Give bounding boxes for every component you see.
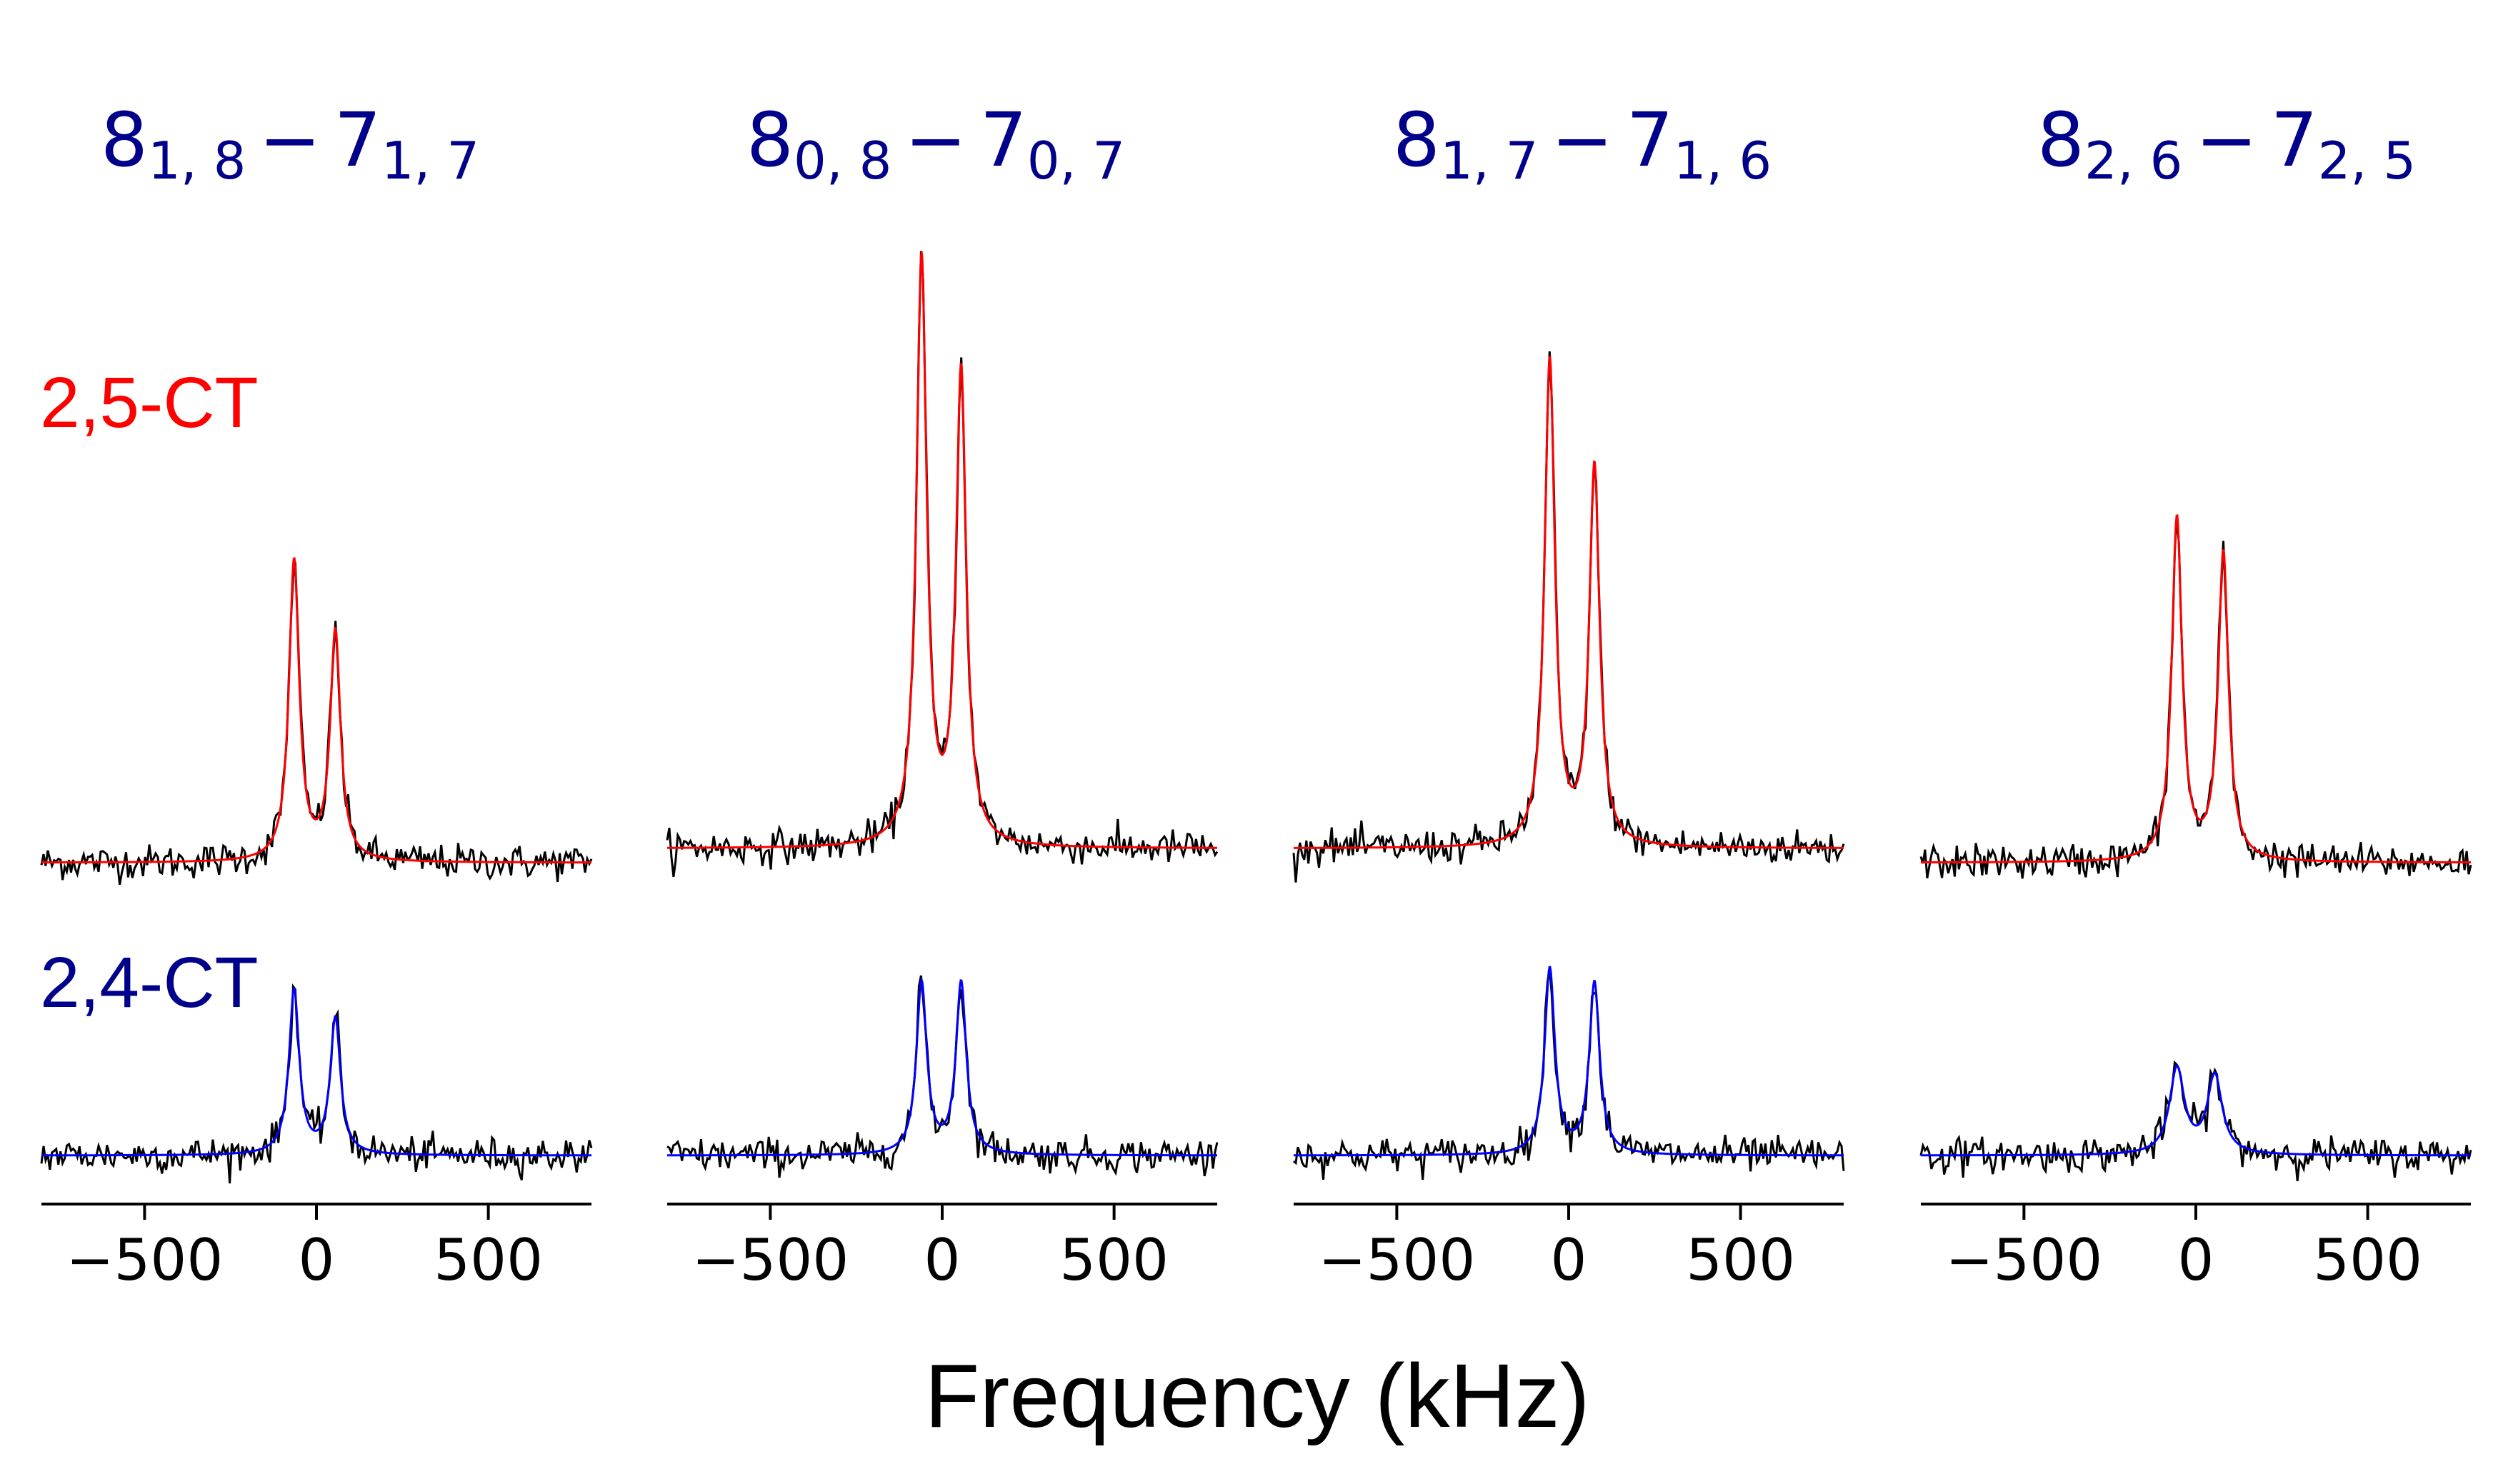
fit-curve-p1-2,5-CT	[41, 557, 591, 864]
fit-curve-p4-2,5-CT	[1921, 514, 2471, 863]
measured-trace-p2-2,5-CT	[666, 251, 1219, 878]
fit-curve-p4-2,4-CT	[1921, 1064, 2471, 1157]
x-tick-label-p3-1: 0	[1551, 1227, 1587, 1293]
measured-trace-p4-2,4-CT	[1919, 1060, 2472, 1181]
panel-title-3: 81, 7−71, 6	[1393, 96, 1772, 191]
measured-trace-p1-2,4-CT	[40, 983, 593, 1184]
panel-title-2: 80, 8−70, 7	[746, 96, 1125, 191]
x-tick-label-p4-0: −500	[1946, 1227, 2103, 1293]
panel-title-4: 82, 6−72, 5	[2037, 96, 2416, 191]
measured-trace-p1-2,5-CT	[40, 561, 593, 885]
measured-trace-p3-2,4-CT	[1293, 968, 1845, 1180]
row-label-25ct: 2,5-CT	[40, 363, 259, 443]
row-label-24ct: 2,4-CT	[40, 943, 259, 1023]
x-tick-label-p3-0: −500	[1319, 1227, 1476, 1293]
x-tick-label-p1-0: −500	[66, 1227, 224, 1293]
x-tick-label-p2-2: 500	[1059, 1227, 1169, 1293]
fit-curve-p3-2,4-CT	[1294, 966, 1844, 1157]
measured-trace-p3-2,5-CT	[1292, 351, 1845, 883]
x-tick-label-p1-1: 0	[299, 1227, 335, 1293]
x-tick-label-p3-2: 500	[1686, 1227, 1795, 1293]
fit-curve-p2-2,5-CT	[667, 251, 1217, 849]
x-tick-label-p2-1: 0	[924, 1227, 961, 1293]
fit-curve-p3-2,5-CT	[1294, 355, 1844, 849]
measured-trace-p4-2,5-CT	[1919, 517, 2472, 879]
x-tick-label-p4-1: 0	[2178, 1227, 2214, 1293]
panel-title-1: 81, 8−71, 7	[101, 96, 479, 191]
x-tick-label-p4-2: 500	[2313, 1227, 2422, 1293]
plot-layer: −500 0 500 −500 0 500 −500 0 500 −500 0 500	[40, 251, 2472, 1293]
fit-curve-p1-2,4-CT	[41, 987, 591, 1157]
x-tick-label-p2-0: −500	[692, 1227, 849, 1293]
x-tick-label-p1-2: 500	[434, 1227, 543, 1293]
fit-curve-p2-2,4-CT	[667, 976, 1217, 1157]
x-axis-label: Frequency (kHz)	[924, 1345, 1589, 1446]
measured-trace-p2-2,4-CT	[666, 975, 1219, 1178]
panel-titles: 81, 8−71, 7 80, 8−70, 7 81, 7−71, 6 82, …	[101, 96, 2416, 191]
